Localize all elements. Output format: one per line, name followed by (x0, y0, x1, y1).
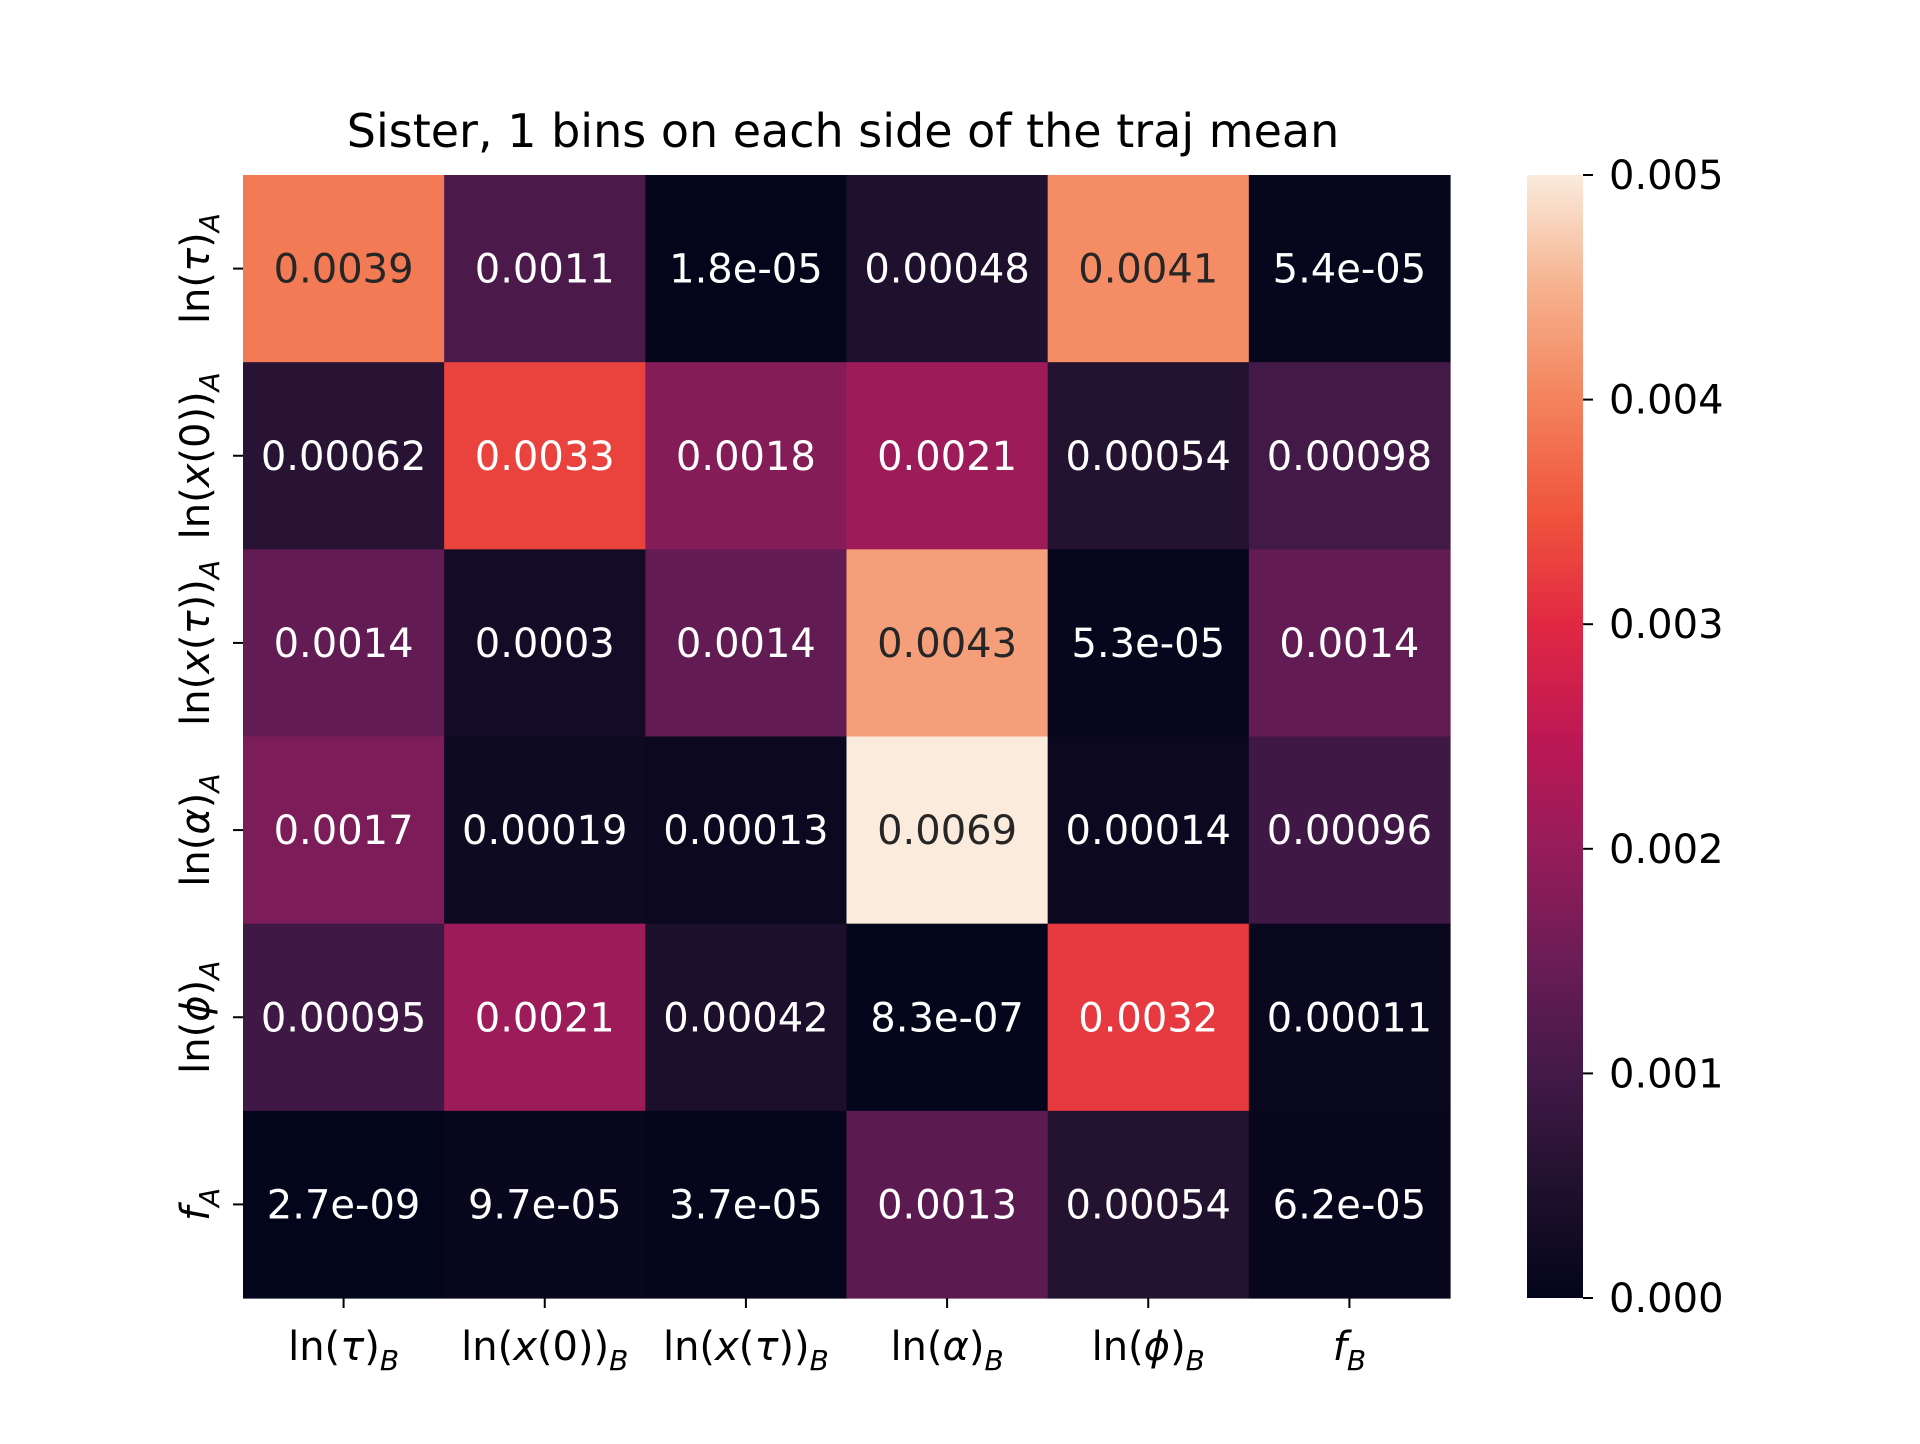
cell-annotation-r4-c0: 0.00095 (261, 995, 426, 1041)
heatmap-cells (243, 175, 1451, 1299)
x-tick-label-1: ln(x(0))B (461, 1324, 628, 1377)
heatmap-cell-r2-c3 (846, 549, 1049, 738)
heatmap-cell-r1-c0 (243, 362, 445, 550)
cell-annotation-r0-c2: 1.8e-05 (669, 247, 823, 293)
cell-annotation-r2-c5: 0.0014 (1279, 621, 1419, 667)
cell-annotation-r0-c5: 5.4e-05 (1273, 247, 1427, 293)
cell-annotation-r5-c2: 3.7e-05 (669, 1182, 823, 1228)
y-tick-label-0: ln(τ)A (173, 213, 226, 324)
cell-annotation-r1-c2: 0.0018 (676, 434, 816, 480)
heatmap-cell-r3-c3 (846, 736, 1049, 925)
heatmap-cell-r4-c2 (645, 923, 848, 1112)
cell-annotation-r3-c3: 0.0069 (877, 808, 1017, 854)
cell-annotation-r2-c1: 0.0003 (475, 621, 615, 667)
x-tick-label-5: fB (1333, 1324, 1366, 1377)
cell-annotation-r1-c1: 0.0033 (475, 434, 615, 480)
heatmap-cell-r0-c1 (444, 175, 646, 363)
heatmap-cell-r2-c1 (444, 549, 646, 738)
cell-annotation-r4-c4: 0.0032 (1078, 995, 1218, 1041)
x-tick-label-3: ln(α)B (890, 1324, 1003, 1377)
cell-annotation-r1-c3: 0.0021 (877, 434, 1017, 480)
heatmap-cell-r4-c0 (243, 923, 445, 1112)
heatmap-cell-r5-c4 (1047, 1110, 1250, 1299)
heatmap-cell-r5-c5 (1248, 1110, 1451, 1299)
heatmap-cell-r4-c1 (444, 923, 646, 1112)
heatmap-cell-r1-c3 (846, 362, 1049, 550)
cell-annotation-r4-c5: 0.00011 (1267, 995, 1432, 1041)
x-tick-label-2: ln(x(τ))B (663, 1324, 829, 1377)
cell-annotation-r1-c5: 0.00098 (1267, 434, 1432, 480)
x-tick-label-4: ln(ϕ)B (1092, 1324, 1205, 1377)
heatmap-cell-r1-c2 (645, 362, 848, 550)
heatmap-cell-r4-c3 (846, 923, 1049, 1112)
y-tick-label-5: fA (173, 1188, 226, 1221)
cell-annotations: 0.0039 0.0011 1.8e-05 0.00048 0.0041 5.4e-05 0… (261, 247, 1432, 1229)
cell-annotation-r2-c0: 0.0014 (274, 621, 414, 667)
heatmap-cell-r4-c5 (1248, 923, 1451, 1112)
heatmap-cell-r5-c0 (243, 1110, 445, 1299)
chart-title: Sister, 1 bins on each side of the traj … (347, 104, 1339, 158)
heatmap-cell-r0-c2 (645, 175, 848, 363)
x-tick-label-0: ln(τ)B (288, 1324, 399, 1377)
cell-annotation-r3-c2: 0.00013 (663, 808, 828, 854)
heatmap-cell-r1-c5 (1248, 362, 1451, 550)
cell-annotation-r3-c4: 0.00014 (1066, 808, 1231, 854)
heatmap-cell-r0-c5 (1248, 175, 1451, 363)
heatmap-cell-r3-c4 (1047, 736, 1250, 925)
cell-annotation-r4-c2: 0.00042 (663, 995, 828, 1041)
cell-annotation-r3-c5: 0.00096 (1267, 808, 1432, 854)
heatmap-cell-r2-c5 (1248, 549, 1451, 738)
heatmap-cell-r0-c4 (1047, 175, 1250, 363)
colorbar-tick-label-0: 0.000 (1609, 1276, 1724, 1322)
heatmap-cell-r3-c1 (444, 736, 646, 925)
cell-annotation-r0-c4: 0.0041 (1078, 247, 1218, 293)
y-tick-label-4: ln(ϕ)A (173, 961, 226, 1074)
cell-annotation-r5-c5: 6.2e-05 (1273, 1182, 1427, 1228)
colorbar-tick-label-1: 0.001 (1609, 1051, 1724, 1097)
x-axis: ln(τ)B ln(x(0))B ln(x(τ))B ln(α)B ln(ϕ)B fB (288, 1298, 1366, 1377)
heatmap-cell-r2-c2 (645, 549, 848, 738)
cell-annotation-r2-c2: 0.0014 (676, 621, 816, 667)
colorbar-tick-label-5: 0.005 (1609, 153, 1724, 199)
cell-annotation-r2-c4: 5.3e-05 (1071, 621, 1225, 667)
cell-annotation-r1-c4: 0.00054 (1066, 434, 1231, 480)
colorbar-gradient (1527, 175, 1583, 1298)
heatmap-cell-r3-c0 (243, 736, 445, 925)
cell-annotation-r5-c3: 0.0013 (877, 1182, 1017, 1228)
heatmap-cell-r5-c1 (444, 1110, 646, 1299)
cell-annotation-r0-c0: 0.0039 (274, 247, 414, 293)
colorbar-tick-label-4: 0.004 (1609, 378, 1724, 424)
heatmap-cell-r2-c4 (1047, 549, 1250, 738)
y-tick-label-1: ln(x(0))A (173, 372, 226, 539)
heatmap-cell-r3-c5 (1248, 736, 1451, 925)
cell-annotation-r5-c0: 2.7e-09 (267, 1182, 421, 1228)
heatmap-cell-r5-c3 (846, 1110, 1049, 1299)
cell-annotation-r3-c1: 0.00019 (462, 808, 627, 854)
heatmap-cell-r1-c1 (444, 362, 646, 550)
colorbar-tick-label-2: 0.002 (1609, 827, 1724, 873)
heatmap-cell-r3-c2 (645, 736, 848, 925)
y-tick-label-3: ln(α)A (173, 773, 226, 886)
colorbar-tick-label-3: 0.003 (1609, 602, 1724, 648)
cell-annotation-r1-c0: 0.00062 (261, 434, 426, 480)
colorbar: 0.000 0.001 0.002 0.003 0.004 0.005 (1527, 153, 1724, 1322)
heatmap-cell-r1-c4 (1047, 362, 1250, 550)
cell-annotation-r5-c4: 0.00054 (1066, 1182, 1231, 1228)
heatmap-cell-r0-c3 (846, 175, 1049, 363)
y-tick-label-2: ln(x(τ))A (173, 560, 226, 726)
cell-annotation-r3-c0: 0.0017 (274, 808, 414, 854)
cell-annotation-r2-c3: 0.0043 (877, 621, 1017, 667)
heatmap-cell-r2-c0 (243, 549, 445, 738)
heatmap-cell-r0-c0 (243, 175, 445, 363)
heatmap-cell-r5-c2 (645, 1110, 848, 1299)
heatmap-cell-r4-c4 (1047, 923, 1250, 1112)
cell-annotation-r5-c1: 9.7e-05 (468, 1182, 622, 1228)
cell-annotation-r0-c1: 0.0011 (475, 247, 615, 293)
cell-annotation-r4-c3: 8.3e-07 (870, 995, 1024, 1041)
cell-annotation-r0-c3: 0.00048 (864, 247, 1029, 293)
cell-annotation-r4-c1: 0.0021 (475, 995, 615, 1041)
y-axis: ln(τ)A ln(x(0))A ln(x(τ))A ln(α)A ln(ϕ)A fA (173, 213, 243, 1221)
